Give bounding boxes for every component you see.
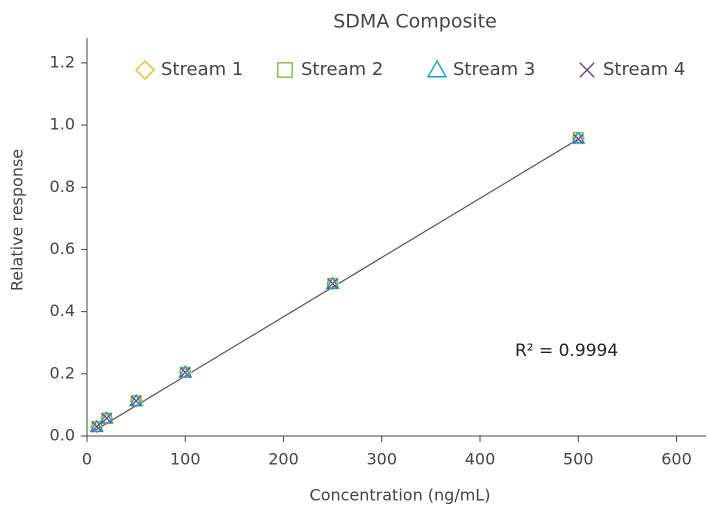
- x-tick-label: 500: [563, 450, 594, 469]
- legend-label: Stream 4: [603, 59, 685, 80]
- x-tick-label: 200: [268, 450, 299, 469]
- y-tick-label: 0.2: [50, 363, 75, 382]
- y-tick-label: 0.8: [50, 177, 75, 196]
- data-point: [573, 133, 584, 145]
- data-point: [571, 131, 586, 146]
- y-tick-label: 0.4: [50, 301, 75, 320]
- y-tick-label: 0.0: [50, 426, 75, 445]
- y-tick-label: 1.0: [50, 115, 75, 134]
- x-axis-label: Concentration (ng/mL): [310, 486, 491, 505]
- x-tick-label: 300: [366, 450, 397, 469]
- data-point: [571, 131, 586, 144]
- data-point: [325, 276, 340, 290]
- y-tick-label: 1.2: [50, 52, 75, 71]
- data-point: [101, 413, 112, 424]
- data-point: [129, 393, 144, 408]
- data-point: [178, 365, 193, 378]
- legend-label: Stream 2: [301, 59, 383, 80]
- legend-marker: [426, 59, 448, 78]
- data-point: [129, 393, 144, 407]
- data-point: [327, 278, 338, 289]
- data-point: [99, 411, 114, 424]
- legend-label: Stream 3: [453, 59, 535, 80]
- data-point: [99, 411, 114, 426]
- data-point: [325, 276, 340, 291]
- data-point: [91, 421, 103, 432]
- data-point: [89, 419, 104, 433]
- x-tick-label: 600: [661, 450, 692, 469]
- annotation: R² = 0.9994: [515, 341, 618, 361]
- legend-label: Stream 1: [161, 59, 243, 80]
- chart-title: SDMA Composite: [333, 11, 497, 33]
- x-tick-label: 0: [82, 450, 92, 469]
- x-tick-label: 400: [465, 450, 496, 469]
- legend-marker: [135, 60, 155, 80]
- data-point: [178, 365, 193, 379]
- legend-marker: [579, 62, 595, 78]
- data-point: [89, 419, 104, 434]
- y-tick-label: 0.6: [50, 239, 75, 258]
- legend-marker: [277, 62, 293, 78]
- data-point: [179, 366, 191, 378]
- y-axis-label: Relative response: [8, 149, 27, 291]
- data-point: [130, 395, 142, 407]
- x-tick-label: 100: [170, 450, 201, 469]
